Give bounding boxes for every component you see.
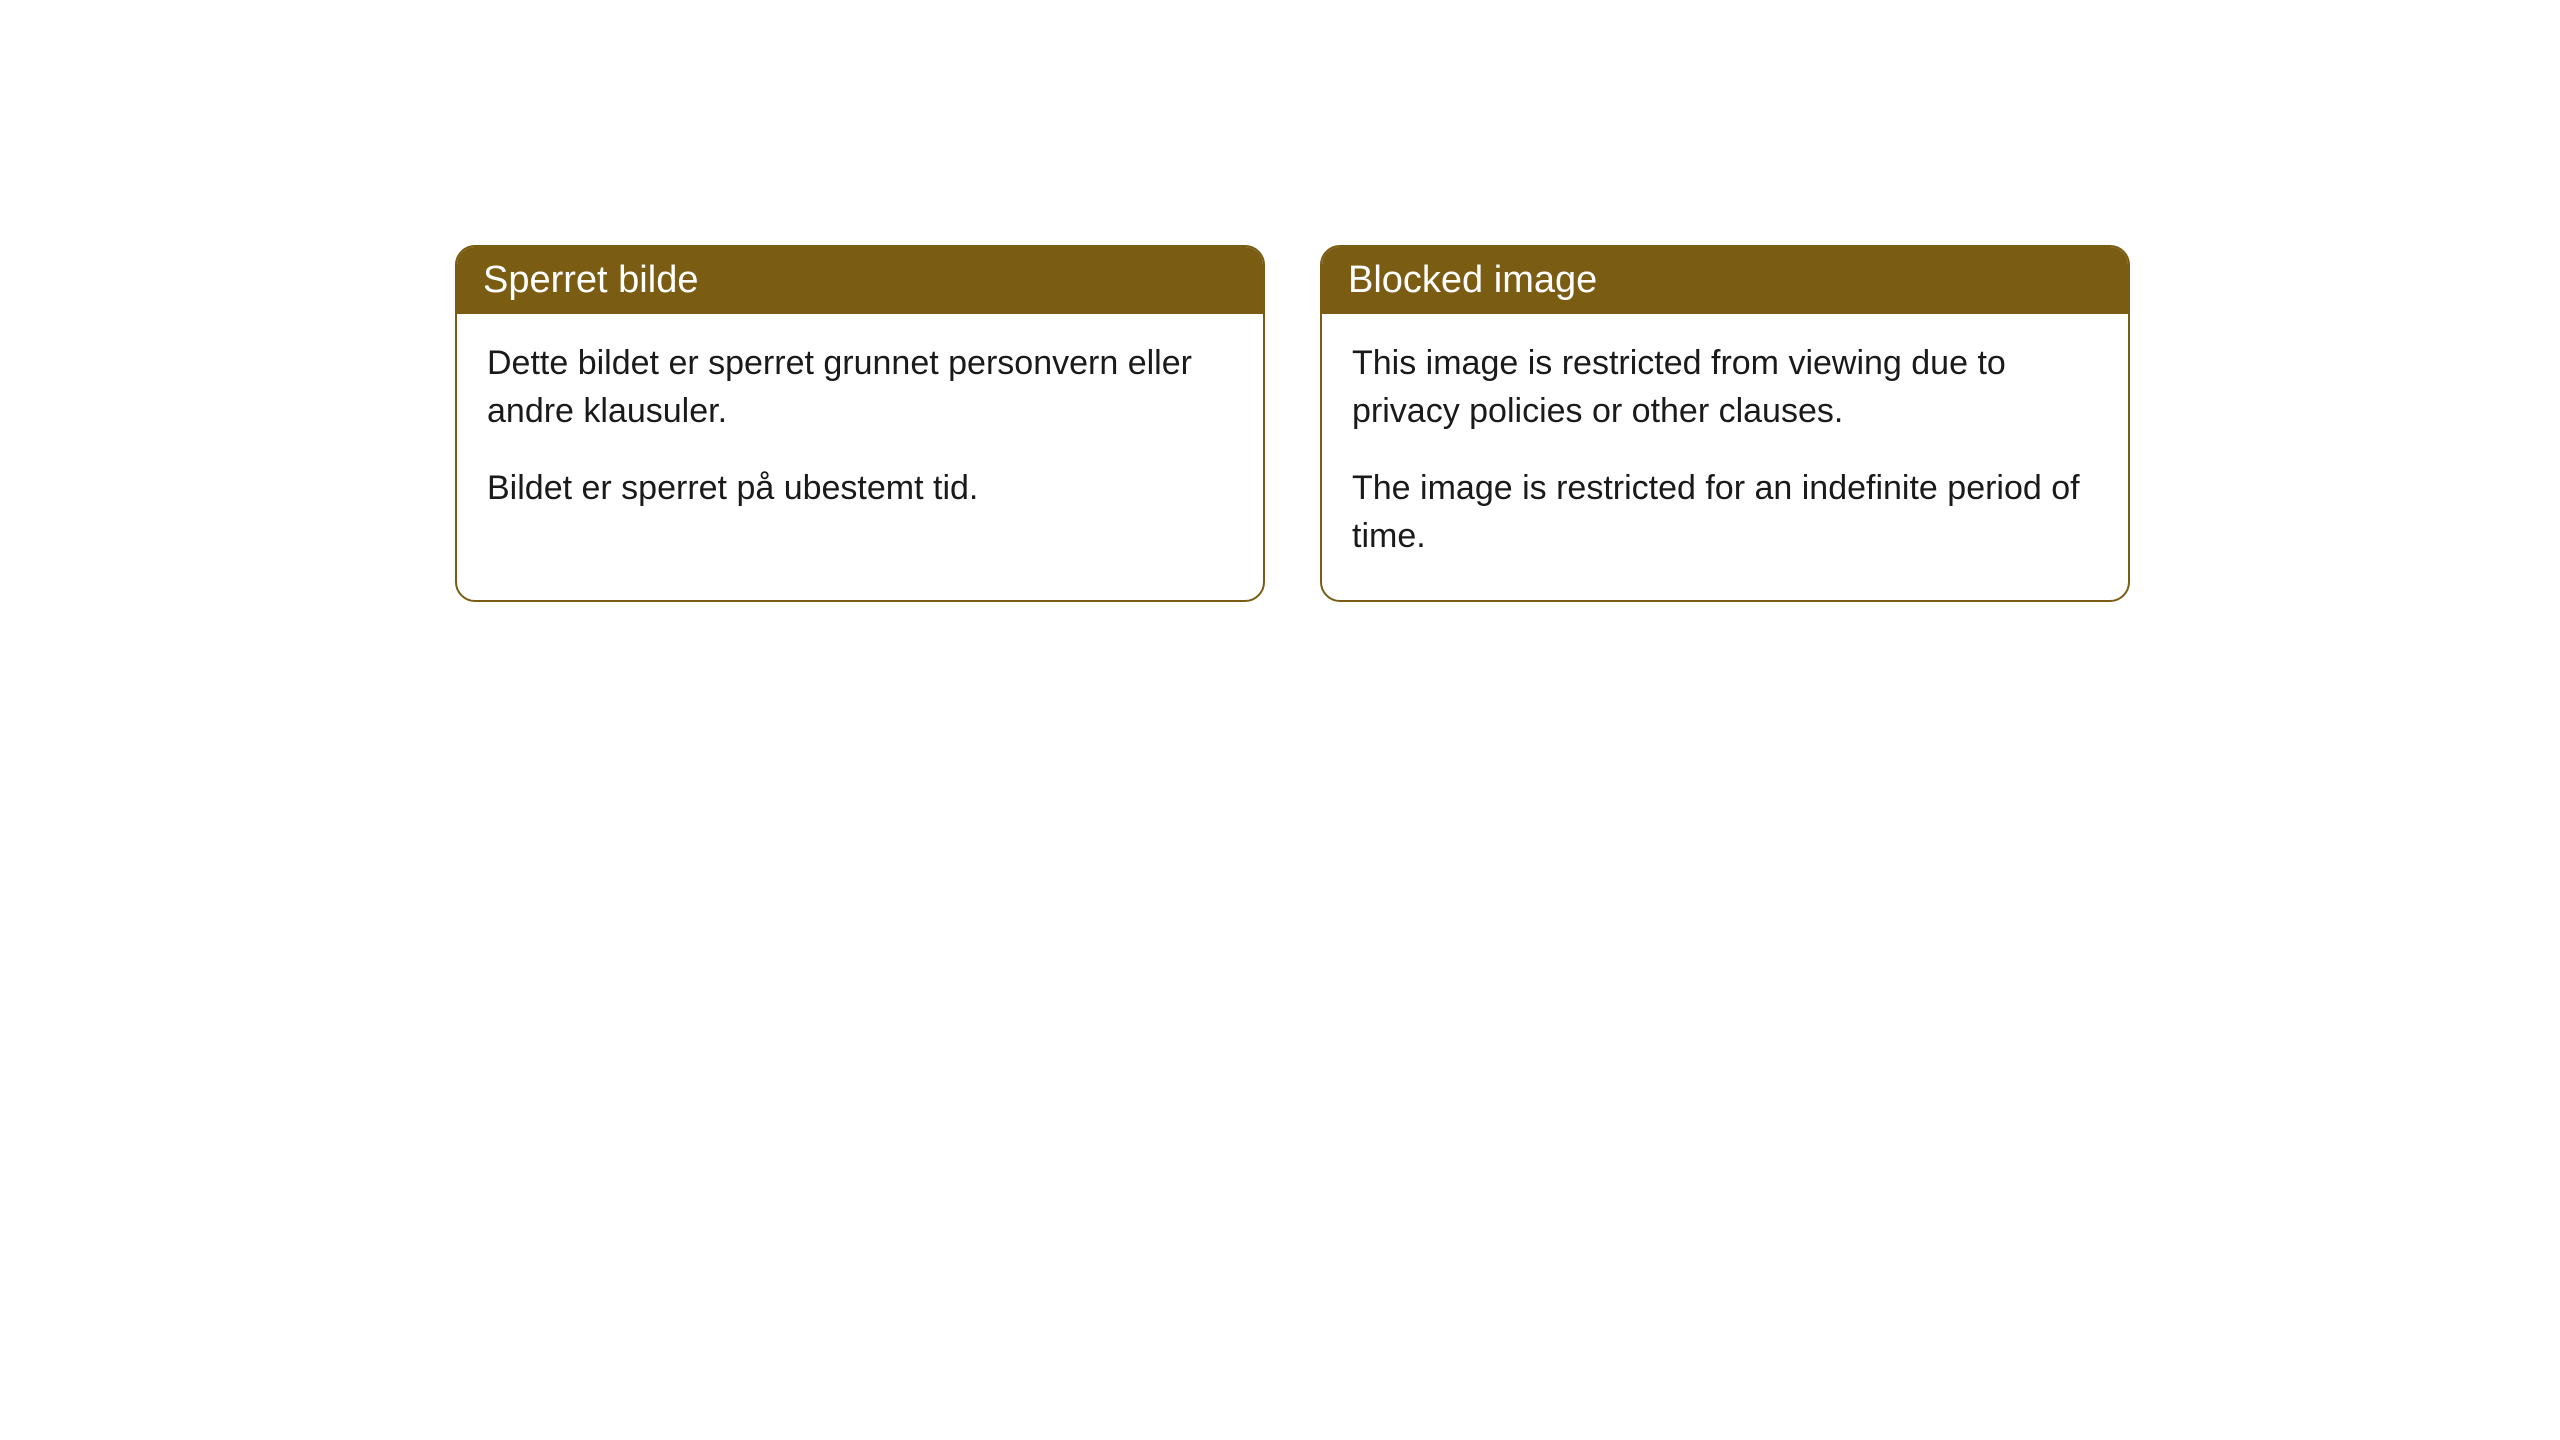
card-paragraph-2: Bildet er sperret på ubestemt tid.	[487, 465, 1233, 513]
card-paragraph-1: Dette bildet er sperret grunnet personve…	[487, 340, 1233, 435]
card-header-norwegian: Sperret bilde	[457, 247, 1263, 314]
card-title: Sperret bilde	[483, 259, 698, 301]
card-title: Blocked image	[1348, 259, 1597, 301]
notice-cards-container: Sperret bilde Dette bildet er sperret gr…	[455, 245, 2560, 602]
card-body-english: This image is restricted from viewing du…	[1322, 314, 2128, 600]
card-header-english: Blocked image	[1322, 247, 2128, 314]
notice-card-norwegian: Sperret bilde Dette bildet er sperret gr…	[455, 245, 1265, 602]
card-paragraph-2: The image is restricted for an indefinit…	[1352, 465, 2098, 560]
card-body-norwegian: Dette bildet er sperret grunnet personve…	[457, 314, 1263, 553]
card-paragraph-1: This image is restricted from viewing du…	[1352, 340, 2098, 435]
notice-card-english: Blocked image This image is restricted f…	[1320, 245, 2130, 602]
